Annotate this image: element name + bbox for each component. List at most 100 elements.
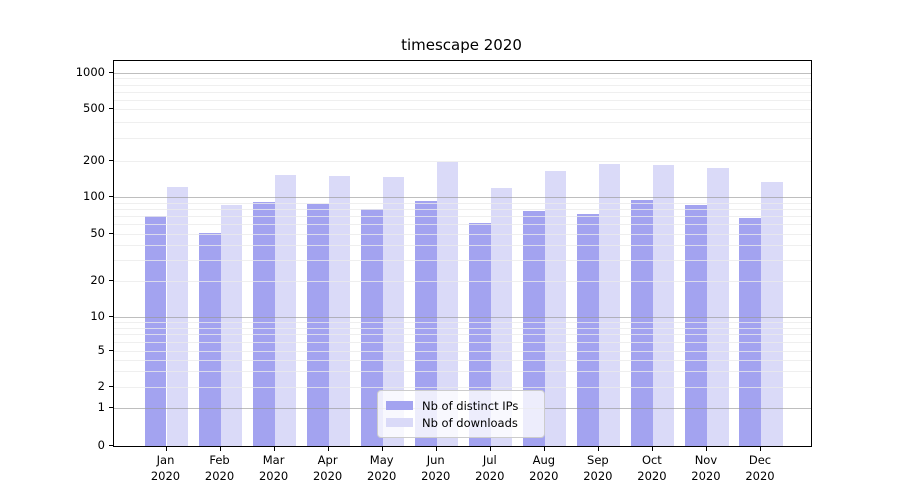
bar-downloads-apr	[328, 175, 351, 446]
y-tick-label-500: 500	[83, 101, 105, 115]
legend-swatch-distinct-ips	[386, 401, 413, 410]
x-tick-label-jun: Jun 2020	[421, 453, 451, 483]
bar-downloads-sep	[598, 163, 621, 446]
bar-downloads-dec	[760, 182, 783, 446]
x-tick-label-oct: Oct 2020	[637, 453, 667, 483]
y-tick-label-0: 0	[97, 438, 105, 452]
minor-gridline-60	[114, 224, 811, 226]
major-gridline-10	[114, 317, 811, 318]
x-tick-label-nov: Nov 2020	[691, 453, 721, 483]
minor-gridline-900	[114, 78, 811, 80]
x-tick-label-jul: Jul 2020	[475, 453, 505, 483]
x-tick-mark-jul	[489, 446, 491, 451]
chart-title: timescape 2020	[401, 36, 522, 54]
y-tick-label-1: 1	[97, 400, 105, 414]
legend-item-downloads: Nb of downloads	[386, 414, 536, 431]
x-tick-mark-feb	[219, 446, 221, 451]
bar-distinct-ips-apr	[307, 204, 329, 446]
x-tick-mark-oct	[651, 446, 654, 451]
y-tick-mark-50	[109, 233, 113, 235]
major-gridline-1000	[114, 73, 811, 74]
x-tick-label-dec: Dec 2020	[745, 453, 775, 483]
legend: Nb of distinct IPs Nb of downloads	[377, 390, 545, 438]
bar-downloads-oct	[652, 165, 675, 446]
minor-gridline-700	[114, 91, 811, 93]
minor-gridline-9	[114, 322, 811, 324]
major-gridline-100	[114, 197, 811, 198]
y-tick-label-50: 50	[90, 226, 105, 240]
x-tick-mark-apr	[327, 446, 329, 451]
x-tick-label-mar: Mar 2020	[258, 453, 289, 483]
bar-distinct-ips-jan	[144, 216, 167, 446]
minor-gridline-40	[114, 245, 811, 247]
bar-distinct-ips-sep	[577, 213, 599, 446]
y-tick-mark-5	[109, 350, 113, 352]
minor-gridline-300	[114, 137, 811, 139]
minor-gridline-50	[114, 234, 811, 235]
x-tick-mark-nov	[705, 446, 708, 451]
legend-item-distinct-ips: Nb of distinct IPs	[386, 397, 536, 414]
minor-gridline-70	[114, 216, 811, 218]
minor-gridline-200	[114, 161, 811, 162]
legend-label-downloads: Nb of downloads	[422, 415, 518, 430]
y-tick-mark-200	[109, 160, 113, 162]
minor-gridline-500	[114, 109, 811, 110]
minor-gridline-7	[114, 334, 811, 336]
bar-downloads-aug	[544, 171, 567, 446]
x-tick-mark-mar	[273, 446, 275, 451]
x-tick-mark-jun	[435, 446, 437, 451]
bar-downloads-may	[382, 176, 405, 446]
y-tick-label-100: 100	[83, 189, 105, 203]
y-tick-label-20: 20	[90, 273, 105, 287]
x-tick-label-apr: Apr 2020	[312, 453, 343, 483]
legend-label-distinct-ips: Nb of distinct IPs	[422, 398, 519, 413]
bar-distinct-ips-mar	[252, 202, 275, 446]
bar-downloads-feb	[220, 205, 243, 446]
x-tick-label-jan: Jan 2020	[150, 453, 181, 483]
bar-distinct-ips-nov	[685, 205, 707, 446]
y-tick-label-200: 200	[83, 153, 105, 167]
y-tick-label-5: 5	[97, 343, 105, 357]
bar-downloads-jul	[490, 187, 513, 446]
y-tick-mark-1000	[109, 72, 113, 74]
y-tick-mark-10	[109, 316, 113, 318]
y-tick-label-1000: 1000	[75, 65, 105, 79]
minor-gridline-20	[114, 281, 811, 282]
x-tick-label-sep: Sep 2020	[583, 453, 613, 483]
plot-area	[113, 60, 812, 447]
minor-gridline-8	[114, 327, 811, 329]
minor-gridline-90	[114, 202, 811, 204]
x-tick-mark-sep	[597, 446, 600, 451]
minor-gridline-800	[114, 84, 811, 86]
x-tick-mark-may	[381, 446, 383, 451]
y-tick-mark-100	[109, 196, 113, 198]
y-tick-mark-0	[109, 445, 113, 447]
minor-gridline-2	[114, 387, 811, 388]
bar-distinct-ips-feb	[198, 232, 221, 446]
y-tick-mark-1	[109, 407, 113, 409]
x-tick-label-aug: Aug 2020	[529, 453, 559, 483]
x-tick-label-may: May 2020	[367, 453, 397, 483]
x-tick-mark-dec	[759, 446, 762, 451]
legend-swatch-downloads	[386, 418, 413, 427]
y-tick-label-10: 10	[90, 309, 105, 323]
x-tick-label-feb: Feb 2020	[204, 453, 235, 483]
minor-gridline-4	[114, 359, 811, 361]
y-tick-mark-2	[109, 386, 113, 388]
bar-distinct-ips-may	[361, 208, 383, 446]
bar-distinct-ips-jun	[415, 200, 437, 446]
minor-gridline-3	[114, 371, 811, 373]
minor-gridline-6	[114, 342, 811, 344]
y-tick-label-2: 2	[97, 379, 105, 393]
minor-gridline-80	[114, 208, 811, 210]
y-tick-mark-500	[109, 108, 113, 110]
minor-gridline-400	[114, 121, 811, 123]
minor-gridline-30	[114, 260, 811, 262]
minor-gridline-600	[114, 99, 811, 101]
x-tick-mark-aug	[543, 446, 545, 451]
bar-downloads-nov	[706, 167, 729, 446]
x-tick-mark-jan	[165, 446, 167, 451]
y-tick-mark-20	[109, 280, 113, 282]
bar-downloads-mar	[274, 174, 297, 446]
